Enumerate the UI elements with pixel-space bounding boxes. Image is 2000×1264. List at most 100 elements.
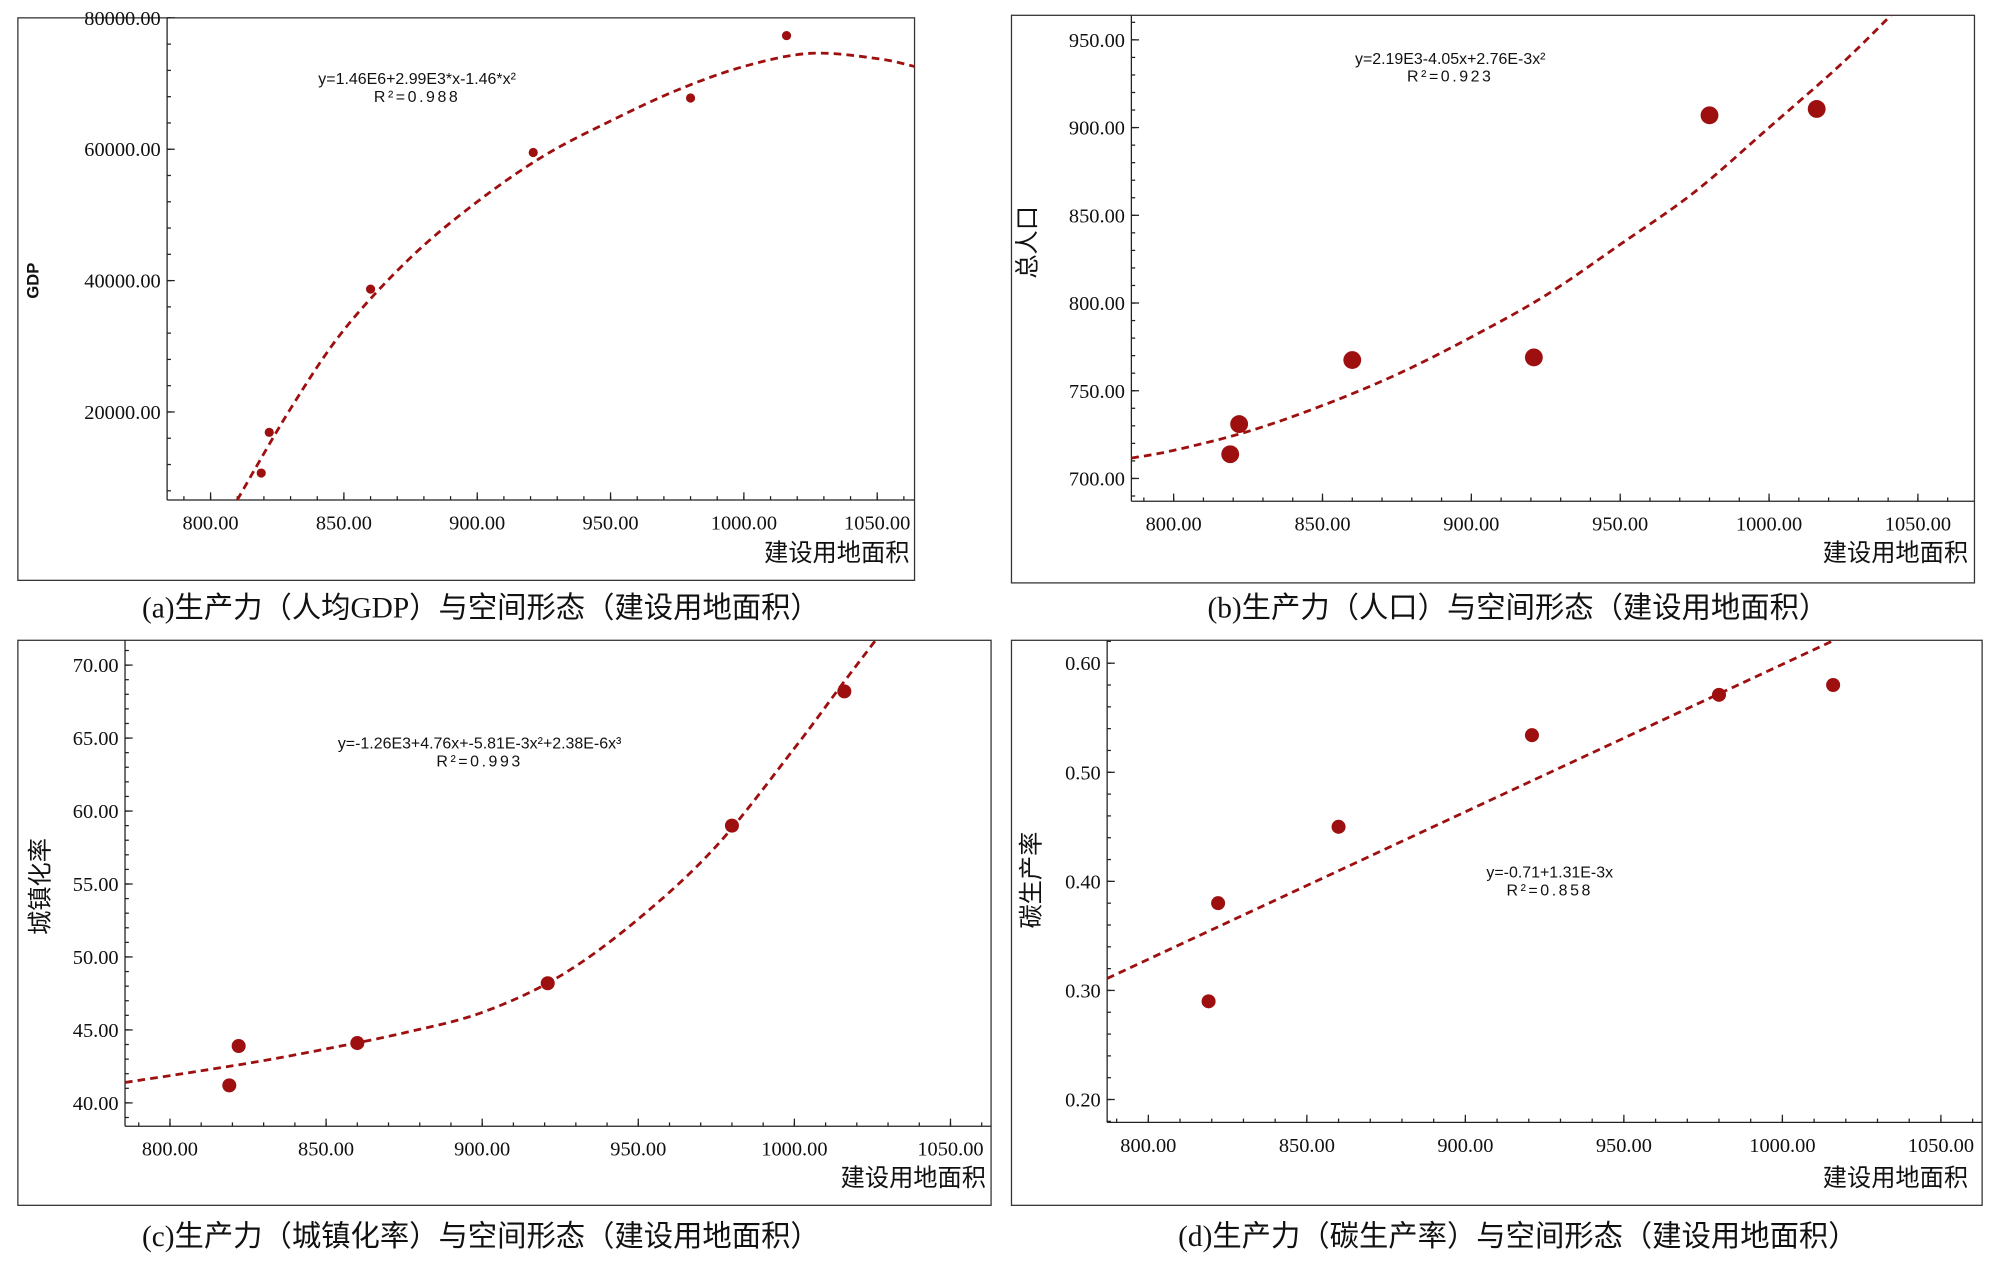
y-tick-label: 850.00 <box>1069 205 1125 227</box>
data-point <box>222 1078 237 1093</box>
y-tick-label: 0.30 <box>1065 980 1101 1002</box>
data-point <box>1700 106 1719 125</box>
y-axis-label: 碳生产率 <box>1019 832 1046 929</box>
data-point <box>1524 348 1543 367</box>
y-tick-label: 40.00 <box>73 1093 119 1115</box>
data-point <box>1711 687 1727 702</box>
fit-equation: y=1.46E6+2.99E3*x-1.46*x² <box>318 71 516 88</box>
data-point <box>724 818 739 833</box>
y-axis-label: 城镇化率 <box>27 838 54 935</box>
fit-curve <box>1107 640 1838 980</box>
data-point <box>350 1036 365 1051</box>
data-point <box>231 1038 246 1054</box>
y-tick-label: 0.20 <box>1065 1090 1101 1112</box>
x-tick-label: 850.00 <box>1294 514 1350 536</box>
fit-curve <box>125 640 877 1084</box>
y-tick-label: 700.00 <box>1069 468 1125 490</box>
data-point <box>837 684 852 699</box>
data-point <box>365 284 376 294</box>
x-tick-label: 1000.00 <box>761 1139 827 1161</box>
y-tick-label: 0.50 <box>1065 762 1101 784</box>
data-point <box>1807 100 1826 118</box>
data-point <box>256 468 266 478</box>
x-tick-label: 800.00 <box>1120 1135 1176 1157</box>
x-tick-label: 1000.00 <box>1736 514 1802 536</box>
y-tick-label: 60.00 <box>73 801 119 823</box>
y-tick-label: 50.00 <box>73 947 119 969</box>
x-tick-label: 800.00 <box>1146 514 1202 536</box>
r-squared-label: R²=0.993 <box>436 754 522 771</box>
x-tick-label: 950.00 <box>1592 514 1648 536</box>
y-tick-label: 70.00 <box>73 655 119 677</box>
data-point <box>781 31 792 41</box>
panel-caption: (d)生产力（碳生产率）与空间形态（建设用地面积） <box>1178 1220 1857 1253</box>
r-squared-label: R²=0.988 <box>374 89 460 106</box>
data-point <box>1230 415 1249 433</box>
x-tick-label: 850.00 <box>298 1139 354 1161</box>
y-tick-label: 65.00 <box>73 728 119 750</box>
data-point <box>1826 677 1841 693</box>
x-tick-label: 950.00 <box>1596 1135 1652 1157</box>
panel-caption: (b)生产力（人口）与空间形态（建设用地面积） <box>1207 591 1828 624</box>
y-tick-label: 0.40 <box>1065 871 1101 893</box>
y-tick-label: 950.00 <box>1069 30 1125 52</box>
data-point <box>528 147 538 158</box>
fit-curve <box>236 51 915 500</box>
x-tick-label: 1050.00 <box>1885 514 1951 536</box>
x-axis-label: 建设用地面积 <box>841 1165 986 1192</box>
x-tick-label: 900.00 <box>1437 1135 1493 1157</box>
panel-frame <box>17 17 916 581</box>
y-axis-label: 总人口 <box>1015 206 1042 279</box>
x-tick-label: 800.00 <box>183 512 239 534</box>
y-tick-label: 45.00 <box>73 1020 119 1042</box>
y-tick-label: 0.60 <box>1065 653 1101 675</box>
data-point <box>685 93 696 103</box>
x-tick-label: 1050.00 <box>1908 1135 1974 1157</box>
y-tick-label: 750.00 <box>1069 381 1125 403</box>
data-point <box>264 427 274 437</box>
y-tick-label: 60000.00 <box>84 139 160 161</box>
y-axis-label: GDP <box>23 263 42 299</box>
data-point <box>1201 994 1216 1009</box>
r-squared-label: R²=0.858 <box>1507 882 1593 899</box>
y-tick-label: 800.00 <box>1069 293 1125 315</box>
panel-frame <box>1010 639 1983 1206</box>
data-point <box>540 976 555 991</box>
chart-panel-c: 800.00 850.00 900.00 950.00 1000.00 1050.00 40… <box>17 639 992 1253</box>
x-tick-label: 900.00 <box>454 1139 510 1161</box>
data-point <box>1221 445 1240 464</box>
fit-curve <box>1131 15 1893 460</box>
data-point <box>1331 819 1346 834</box>
data-point <box>1524 728 1539 743</box>
fit-equation: y=-1.26E3+4.76x+-5.81E-3x²+2.38E-6x³ <box>338 736 622 753</box>
r-squared-label: R²=0.923 <box>1407 69 1493 86</box>
y-tick-label: 55.00 <box>73 874 119 896</box>
x-tick-label: 850.00 <box>316 512 372 534</box>
y-tick-label: 40000.00 <box>84 271 160 293</box>
chart-panel-a: 800.00 850.00 900.00 950.00 1000.00 1050.00 20… <box>17 8 916 624</box>
panel-caption: (c)生产力（城镇化率）与空间形态（建设用地面积） <box>142 1220 820 1253</box>
chart-panel-d: 800.00 850.00 900.00 950.00 1000.00 1050.00 0.… <box>1010 639 1983 1253</box>
x-tick-label: 900.00 <box>449 512 505 534</box>
fit-equation: y=-0.71+1.31E-3x <box>1486 865 1613 882</box>
x-tick-label: 800.00 <box>142 1139 198 1161</box>
x-tick-label: 1050.00 <box>844 512 910 534</box>
x-tick-label: 850.00 <box>1279 1135 1335 1157</box>
data-point <box>1343 351 1362 369</box>
x-axis-label: 建设用地面积 <box>1823 1165 1968 1192</box>
x-axis-label: 建设用地面积 <box>1823 540 1968 567</box>
panel-frame <box>17 639 992 1206</box>
y-tick-label: 900.00 <box>1069 118 1125 140</box>
panel-frame <box>1010 14 1976 584</box>
x-tick-label: 1000.00 <box>711 512 777 534</box>
x-tick-label: 900.00 <box>1443 514 1499 536</box>
y-tick-label: 80000.00 <box>84 8 160 30</box>
panel-caption: (a)生产力（人均GDP）与空间形态（建设用地面积） <box>142 591 820 624</box>
fit-equation: y=2.19E3-4.05x+2.76E-3x² <box>1355 51 1546 68</box>
data-point <box>1211 896 1226 911</box>
x-tick-label: 1000.00 <box>1749 1135 1815 1157</box>
y-tick-label: 20000.00 <box>84 402 160 424</box>
x-tick-label: 950.00 <box>610 1139 666 1161</box>
x-tick-label: 950.00 <box>583 512 639 534</box>
